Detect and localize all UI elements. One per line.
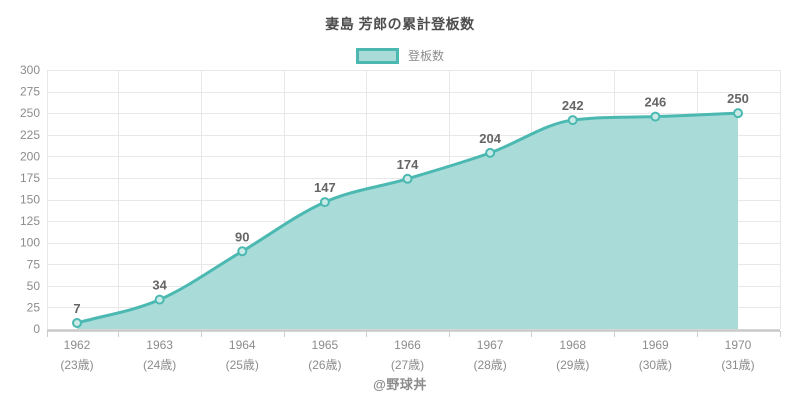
legend-item[interactable]: 登板数 — [355, 47, 444, 64]
data-point-label: 90 — [235, 229, 249, 244]
y-axis-tick-label: 200 — [20, 149, 40, 163]
data-point-label: 246 — [645, 95, 667, 110]
y-axis-tick-label: 150 — [20, 193, 40, 207]
x-axis-age-label: (25歳) — [226, 358, 259, 372]
legend: 登板数 — [0, 47, 800, 64]
x-axis-age-label: (23歳) — [60, 358, 93, 372]
y-axis-tick-label: 225 — [20, 128, 40, 142]
legend-swatch-icon — [355, 47, 399, 64]
x-axis-year-label: 1967 — [477, 338, 504, 352]
data-point-label: 7 — [73, 301, 80, 316]
data-point-label: 250 — [727, 91, 749, 106]
data-point[interactable] — [650, 111, 661, 122]
x-axis-age-label: (26歳) — [308, 358, 341, 372]
x-axis-year-label: 1970 — [725, 338, 752, 352]
y-axis-tick-label: 25 — [27, 300, 41, 314]
series-area-fill — [77, 113, 738, 329]
x-axis-year-label: 1962 — [64, 338, 91, 352]
data-point-label: 242 — [562, 98, 584, 113]
data-point[interactable] — [733, 108, 743, 119]
data-point-label: 204 — [479, 131, 501, 146]
y-axis-tick-label: 300 — [20, 63, 40, 77]
x-axis-year-label: 1964 — [229, 338, 256, 352]
y-axis-tick-label: 175 — [20, 171, 40, 185]
y-axis-tick-label: 125 — [20, 214, 40, 228]
chart-title: 妻島 芳郎の累計登板数 — [325, 16, 475, 32]
data-point[interactable] — [237, 246, 248, 257]
y-axis-tick-label: 0 — [33, 322, 40, 336]
x-axis-age-label: (30歳) — [639, 358, 672, 372]
x-axis-year-label: 1966 — [394, 338, 421, 352]
data-point-label: 174 — [397, 157, 419, 172]
data-point[interactable] — [154, 294, 165, 305]
y-axis-tick-label: 250 — [20, 106, 40, 120]
y-axis-tick-label: 75 — [27, 257, 41, 271]
x-axis-year-label: 1969 — [642, 338, 669, 352]
data-point[interactable] — [567, 115, 578, 126]
data-point-label: 147 — [314, 180, 336, 195]
x-axis-age-label: (24歳) — [143, 358, 176, 372]
data-point[interactable] — [319, 197, 330, 208]
data-point-label: 34 — [152, 278, 167, 293]
data-point[interactable] — [402, 173, 413, 184]
y-axis-tick-label: 50 — [27, 279, 41, 293]
x-axis-age-label: (27歳) — [391, 358, 424, 372]
footer-credit: @野球丼 — [373, 377, 427, 392]
data-point[interactable] — [485, 147, 496, 158]
x-axis-year-label: 1968 — [559, 338, 586, 352]
x-axis-age-label: (31歳) — [721, 358, 754, 372]
x-axis-age-label: (29歳) — [556, 358, 589, 372]
x-axis-year-label: 1965 — [312, 338, 339, 352]
data-point[interactable] — [72, 317, 82, 328]
x-axis-year-label: 1963 — [146, 338, 173, 352]
legend-label: 登板数 — [407, 49, 444, 63]
x-axis-age-label: (28歳) — [473, 358, 506, 372]
y-axis-tick-label: 275 — [20, 85, 40, 99]
y-axis-tick-label: 100 — [20, 236, 40, 250]
